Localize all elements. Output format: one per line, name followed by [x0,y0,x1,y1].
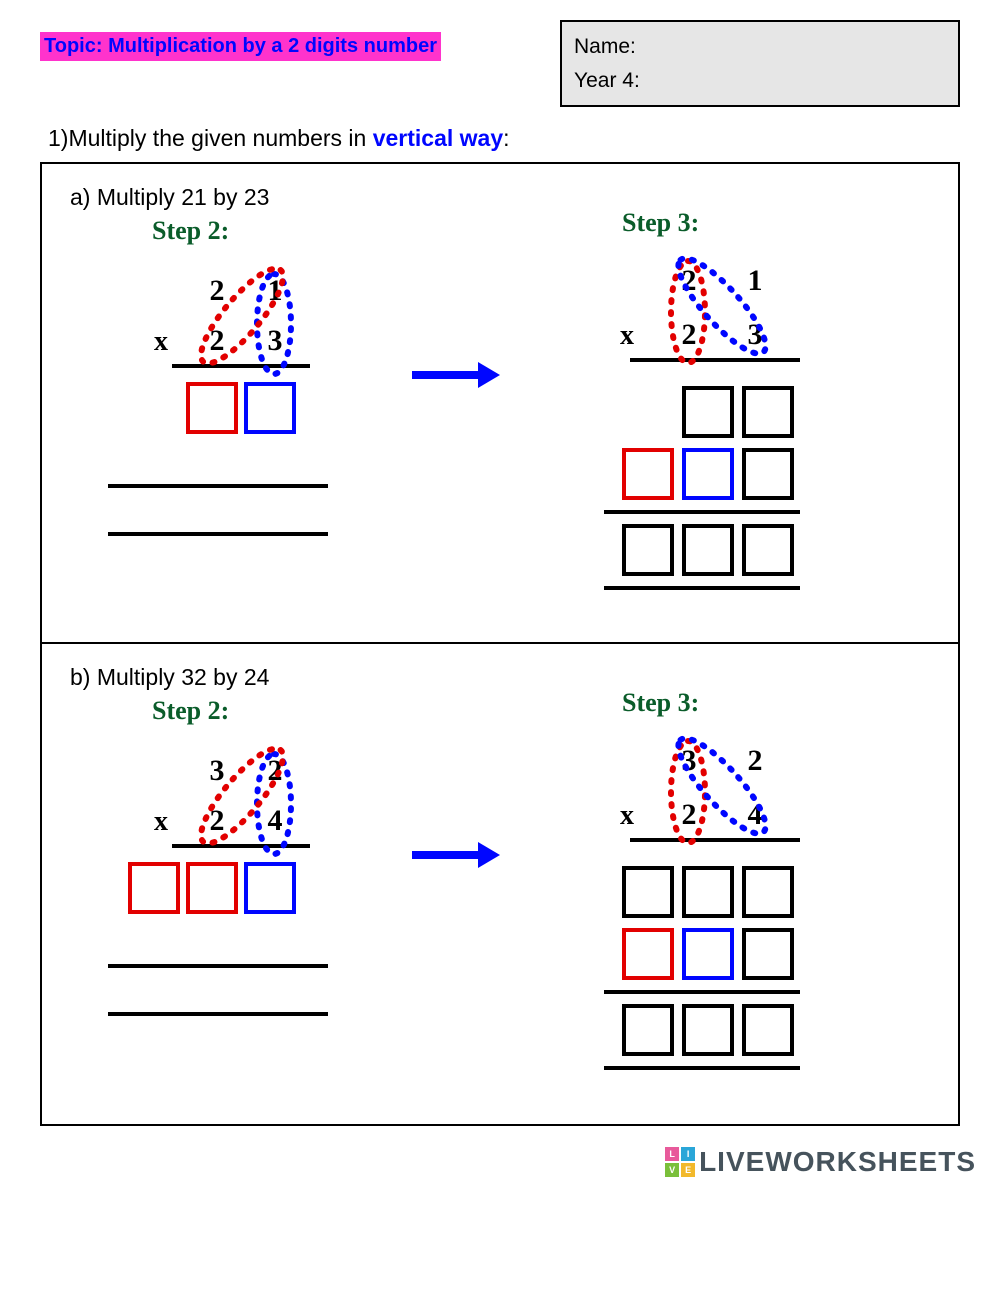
s3-rule [630,838,800,842]
s2-sum-line [108,964,328,968]
logo-cell: I [681,1147,695,1161]
s3-answer-box[interactable] [742,928,794,980]
s3-answer-box[interactable] [682,524,734,576]
s3-sum-line [604,990,800,994]
s3-answer-box[interactable] [682,386,734,438]
footer: LIVE LIVEWORKSHEETS [0,1136,1000,1190]
s3-answer-box[interactable] [682,866,734,918]
logo-cell: V [665,1163,679,1177]
worksheet-container: a) Multiply 21 by 23Step 2:21x23Step 3:2… [40,162,960,1126]
s3-bot-d1: 2 [674,798,704,832]
brand-text: LIVEWORKSHEETS [699,1146,976,1178]
s2-rule [172,364,310,368]
s3-answer-box[interactable] [622,448,674,500]
s2-top-d2: 1 [260,274,290,308]
arrow-icon [412,844,502,864]
name-label: Name: [574,30,946,64]
s3-top-d2: 2 [740,744,770,778]
problem-b: b) Multiply 32 by 24Step 2:32x24Step 3:3… [42,644,958,1124]
s2-top-d1: 2 [202,274,232,308]
s3-sum-line [604,510,800,514]
s3-bot-d2: 3 [740,318,770,352]
logo-cell: E [681,1163,695,1177]
step2-label: Step 2: [152,696,229,726]
s3-answer-box[interactable] [742,386,794,438]
s2-answer-box[interactable] [244,862,296,914]
s2-bot-d1: 2 [202,804,232,838]
s3-answer-box[interactable] [622,1004,674,1056]
s3-mult-sign: x [620,320,634,352]
problem-label: a) Multiply 21 by 23 [70,184,930,211]
step2-label: Step 2: [152,216,229,246]
s3-top-d1: 3 [674,744,704,778]
brand-logo-grid: LIVE [665,1147,695,1177]
s2-sum-line [108,1012,328,1016]
worksheet-page: Topic: Multiplication by a 2 digits numb… [0,0,1000,1136]
s3-bot-d2: 4 [740,798,770,832]
brand-logo: LIVE LIVEWORKSHEETS [665,1146,976,1178]
prompt-prefix: 1)Multiply the given numbers in [48,125,373,151]
s2-top-d2: 2 [260,754,290,788]
s3-sum-line [604,1066,800,1070]
s3-answer-box[interactable] [682,1004,734,1056]
s2-rule [172,844,310,848]
header-row: Topic: Multiplication by a 2 digits numb… [40,20,960,107]
s3-answer-box[interactable] [742,524,794,576]
step3-label: Step 3: [622,688,699,718]
s3-sum-line [604,586,800,590]
s2-mult-sign: x [154,806,168,838]
s3-answer-box[interactable] [622,928,674,980]
s2-bot-d2: 3 [260,324,290,358]
s3-answer-box[interactable] [742,1004,794,1056]
arrow-icon [412,364,502,384]
problem-a: a) Multiply 21 by 23Step 2:21x23Step 3:2… [42,164,958,644]
s2-answer-box[interactable] [186,862,238,914]
s3-answer-box[interactable] [742,448,794,500]
s3-answer-box[interactable] [742,866,794,918]
s3-mult-sign: x [620,800,634,832]
s2-sum-line [108,532,328,536]
s3-answer-box[interactable] [622,524,674,576]
logo-cell: L [665,1147,679,1161]
s2-answer-box[interactable] [186,382,238,434]
s2-top-d1: 3 [202,754,232,788]
s3-answer-box[interactable] [682,448,734,500]
s2-bot-d2: 4 [260,804,290,838]
s3-top-d1: 2 [674,264,704,298]
year-label: Year 4: [574,64,946,98]
name-year-box: Name: Year 4: [560,20,960,107]
s3-bot-d1: 2 [674,318,704,352]
s2-answer-box[interactable] [244,382,296,434]
prompt-suffix: : [503,125,509,151]
s3-rule [630,358,800,362]
s3-top-d2: 1 [740,264,770,298]
s2-bot-d1: 2 [202,324,232,358]
s2-mult-sign: x [154,326,168,358]
problem-label: b) Multiply 32 by 24 [70,664,930,691]
prompt-highlight: vertical way [373,125,503,151]
s2-answer-box[interactable] [128,862,180,914]
s3-answer-box[interactable] [682,928,734,980]
instruction-prompt: 1)Multiply the given numbers in vertical… [48,125,960,152]
s3-answer-box[interactable] [622,866,674,918]
s2-sum-line [108,484,328,488]
step3-label: Step 3: [622,208,699,238]
topic-label: Topic: Multiplication by a 2 digits numb… [40,32,441,61]
